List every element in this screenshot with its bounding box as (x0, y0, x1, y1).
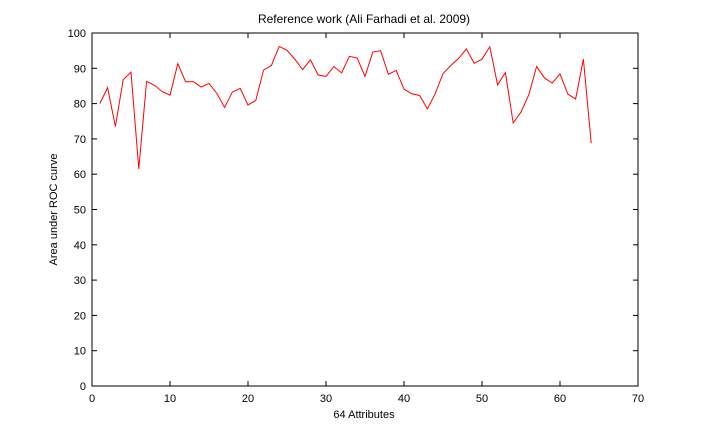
y-tick-label: 10 (74, 346, 86, 358)
x-tick-label: 60 (554, 393, 566, 405)
x-tick-label: 50 (476, 393, 488, 405)
y-tick-label: 90 (74, 63, 86, 75)
x-tick-label: 30 (320, 393, 332, 405)
x-tick-label: 10 (164, 393, 176, 405)
series-line (99, 45, 592, 169)
y-tick-label: 70 (74, 134, 86, 146)
y-tick-label: 30 (74, 275, 86, 287)
y-axis-label: Area under ROC curve (48, 154, 60, 266)
y-tick-label: 60 (74, 169, 86, 181)
y-tick-label: 80 (74, 99, 86, 111)
x-tick-label: 0 (89, 393, 95, 405)
y-tick-label: 100 (68, 28, 86, 40)
x-axis: 0 10 20 30 40 50 60 70 (89, 33, 644, 405)
x-tick-label: 70 (632, 393, 644, 405)
y-tick-label: 20 (74, 310, 86, 322)
chart-title: Reference work (Ali Farhadi et al. 2009) (258, 12, 470, 26)
plot-frame (91, 32, 639, 387)
y-tick-label: 40 (74, 240, 86, 252)
x-tick-label: 40 (398, 393, 410, 405)
y-tick-label: 50 (74, 205, 86, 217)
data-series (99, 45, 592, 169)
x-tick-label: 20 (242, 393, 254, 405)
y-tick-label: 0 (80, 381, 86, 393)
y-axis: 0 10 20 30 40 50 60 70 80 90 100 (68, 28, 638, 393)
x-axis-label: 64 Attributes (333, 409, 395, 421)
